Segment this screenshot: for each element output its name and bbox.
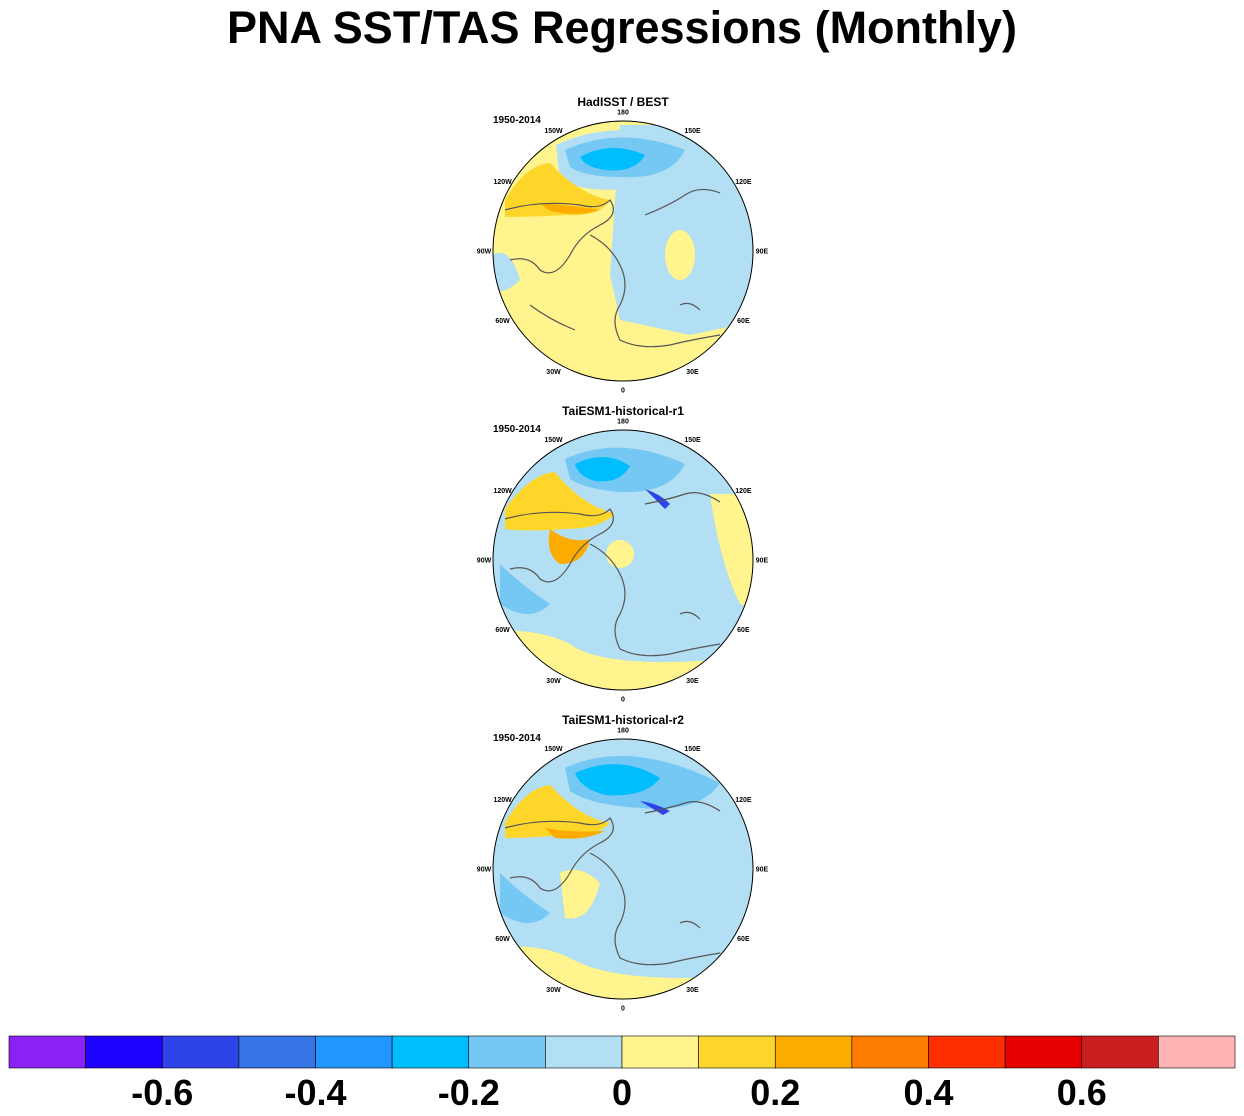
longitude-label: 60E <box>737 627 750 634</box>
longitude-label: 120W <box>493 797 512 804</box>
colorbar-swatch <box>315 1035 393 1069</box>
longitude-label: 60E <box>737 936 750 943</box>
colorbar-swatch <box>621 1035 699 1069</box>
longitude-label: 150E <box>684 746 701 753</box>
longitude-label: 180 <box>617 110 629 117</box>
longitude-label: 150W <box>544 437 563 444</box>
map-panel-3: TaiESM1-historical-r2 1950-2014 180 150E 1… <box>470 713 776 1013</box>
colorbar-swatch <box>774 1035 853 1069</box>
panel-period: 1950-2014 <box>493 424 541 435</box>
longitude-label: 150W <box>544 746 563 753</box>
longitude-label: 90E <box>756 558 769 565</box>
longitude-label: 90W <box>477 867 492 874</box>
map-panel-2: TaiESM1-historical-r1 1950-2014 180 150E 1… <box>470 404 776 704</box>
panel-title: HadISST / BEST <box>577 95 669 109</box>
colorbar-label: -0.4 <box>284 1072 347 1113</box>
colorbar-swatch <box>1004 1035 1083 1069</box>
polar-map: 180 150E 120E 90E 60E 30E 0 30W 60W 90W 120W 150W <box>477 419 769 704</box>
colorbar-label: 0.2 <box>750 1072 801 1113</box>
longitude-label: 30E <box>686 678 699 685</box>
longitude-label: 90W <box>477 558 492 565</box>
longitude-label: 150W <box>544 128 563 135</box>
colorbar-label: 0 <box>611 1072 633 1113</box>
longitude-label: 30E <box>686 369 699 376</box>
panel-title: TaiESM1-historical-r2 <box>562 713 684 727</box>
colorbar-swatch <box>545 1035 623 1069</box>
colorbar-swatch <box>468 1035 546 1069</box>
panel-period: 1950-2014 <box>493 733 541 744</box>
panel-period: 1950-2014 <box>493 115 541 126</box>
colorbar-swatch <box>238 1035 316 1069</box>
longitude-label: 120E <box>735 488 752 495</box>
polar-map: 180 150E 120E 90E 60E 30E 0 30W 60W 90W 120W 150W <box>477 110 769 395</box>
longitude-label: 90E <box>756 249 769 256</box>
longitude-label: 90W <box>477 249 492 256</box>
colorbar-swatch <box>1081 1035 1159 1069</box>
longitude-label: 30E <box>686 987 699 994</box>
longitude-label: 120E <box>735 179 752 186</box>
colorbar-label: -0.6 <box>131 1072 194 1113</box>
longitude-label: 60W <box>495 936 510 943</box>
colorbar-label: -0.2 <box>437 1072 500 1113</box>
longitude-label: 150E <box>684 437 701 444</box>
longitude-label: 90E <box>756 867 769 874</box>
longitude-label: 0 <box>621 388 625 395</box>
panel-title: TaiESM1-historical-r1 <box>562 404 684 418</box>
colorbar-swatch <box>391 1035 470 1069</box>
longitude-label: 180 <box>617 419 629 426</box>
colorbar-swatch <box>161 1035 240 1069</box>
colorbar-label: 0.6 <box>1056 1072 1107 1113</box>
map-panel-1: HadISST / BEST 1950-2014 <box>470 95 776 395</box>
colorbar-swatch <box>1158 1035 1236 1069</box>
colorbar-swatch <box>698 1035 776 1069</box>
colorbar-swatch <box>8 1035 86 1069</box>
polar-map: 180 150E 120E 90E 60E 30E 0 30W 60W 90W 120W 150W <box>477 728 769 1013</box>
colorbar-swatch <box>928 1035 1006 1069</box>
colorbar-label: 0.4 <box>903 1072 954 1113</box>
longitude-label: 180 <box>617 728 629 735</box>
longitude-label: 120W <box>493 179 512 186</box>
longitude-label: 60W <box>495 318 510 325</box>
longitude-label: 120E <box>735 797 752 804</box>
colorbar <box>8 1035 1236 1069</box>
longitude-label: 30W <box>546 987 561 994</box>
longitude-label: 30W <box>546 369 561 376</box>
colorbar-swatch <box>851 1035 929 1069</box>
longitude-label: 150E <box>684 128 701 135</box>
longitude-label: 0 <box>621 697 625 704</box>
longitude-label: 0 <box>621 1006 625 1013</box>
longitude-label: 120W <box>493 488 512 495</box>
page-title: PNA SST/TAS Regressions (Monthly) <box>226 2 1018 53</box>
colorbar-swatch <box>85 1035 163 1069</box>
longitude-label: 30W <box>546 678 561 685</box>
longitude-label: 60W <box>495 627 510 634</box>
longitude-label: 60E <box>737 318 750 325</box>
